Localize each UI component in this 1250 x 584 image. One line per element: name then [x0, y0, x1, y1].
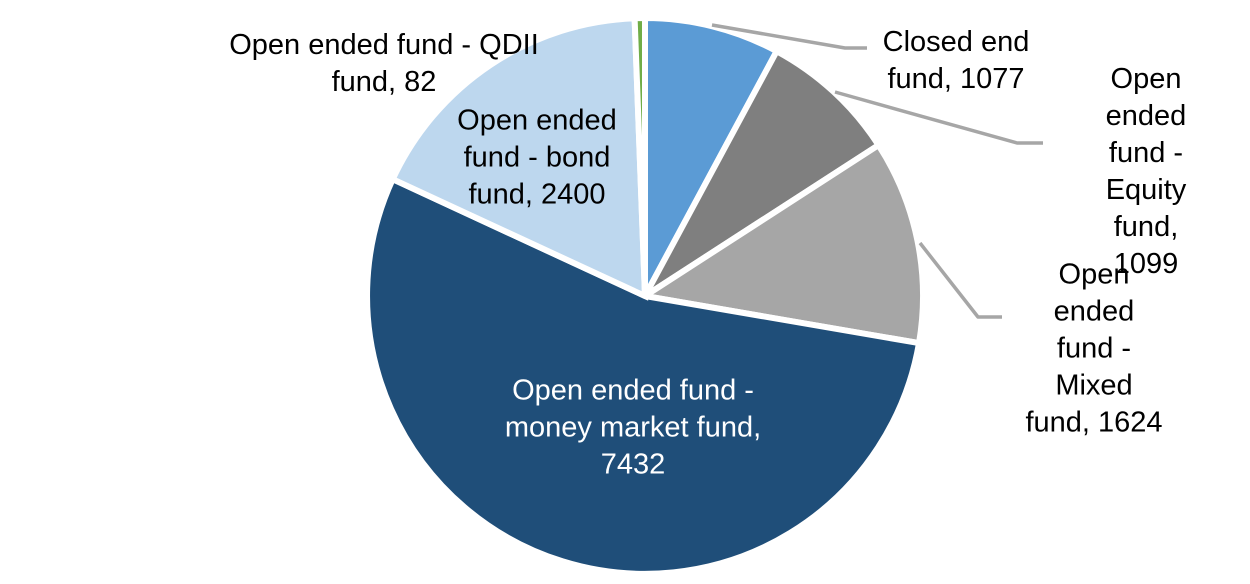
- leader-line-closed-end-fund: [711, 23, 867, 50]
- pie-slice-open-ended-fund-bond-fund: [388, 15, 649, 301]
- pie-slice-open-ended-fund-qdii-fund: [631, 14, 648, 297]
- pie-slice-open-ended-fund-equity-fund: [642, 47, 883, 299]
- leader-line-equity-fund: [834, 90, 1043, 145]
- pie-slice-open-ended-fund-mixed-fund: [636, 140, 926, 347]
- leader-lines: [711, 23, 1043, 319]
- leader-line-mixed-fund: [918, 241, 1002, 319]
- pie-slice-open-ended-fund-money-market-fund: [364, 175, 923, 577]
- pie-slices: [364, 14, 926, 577]
